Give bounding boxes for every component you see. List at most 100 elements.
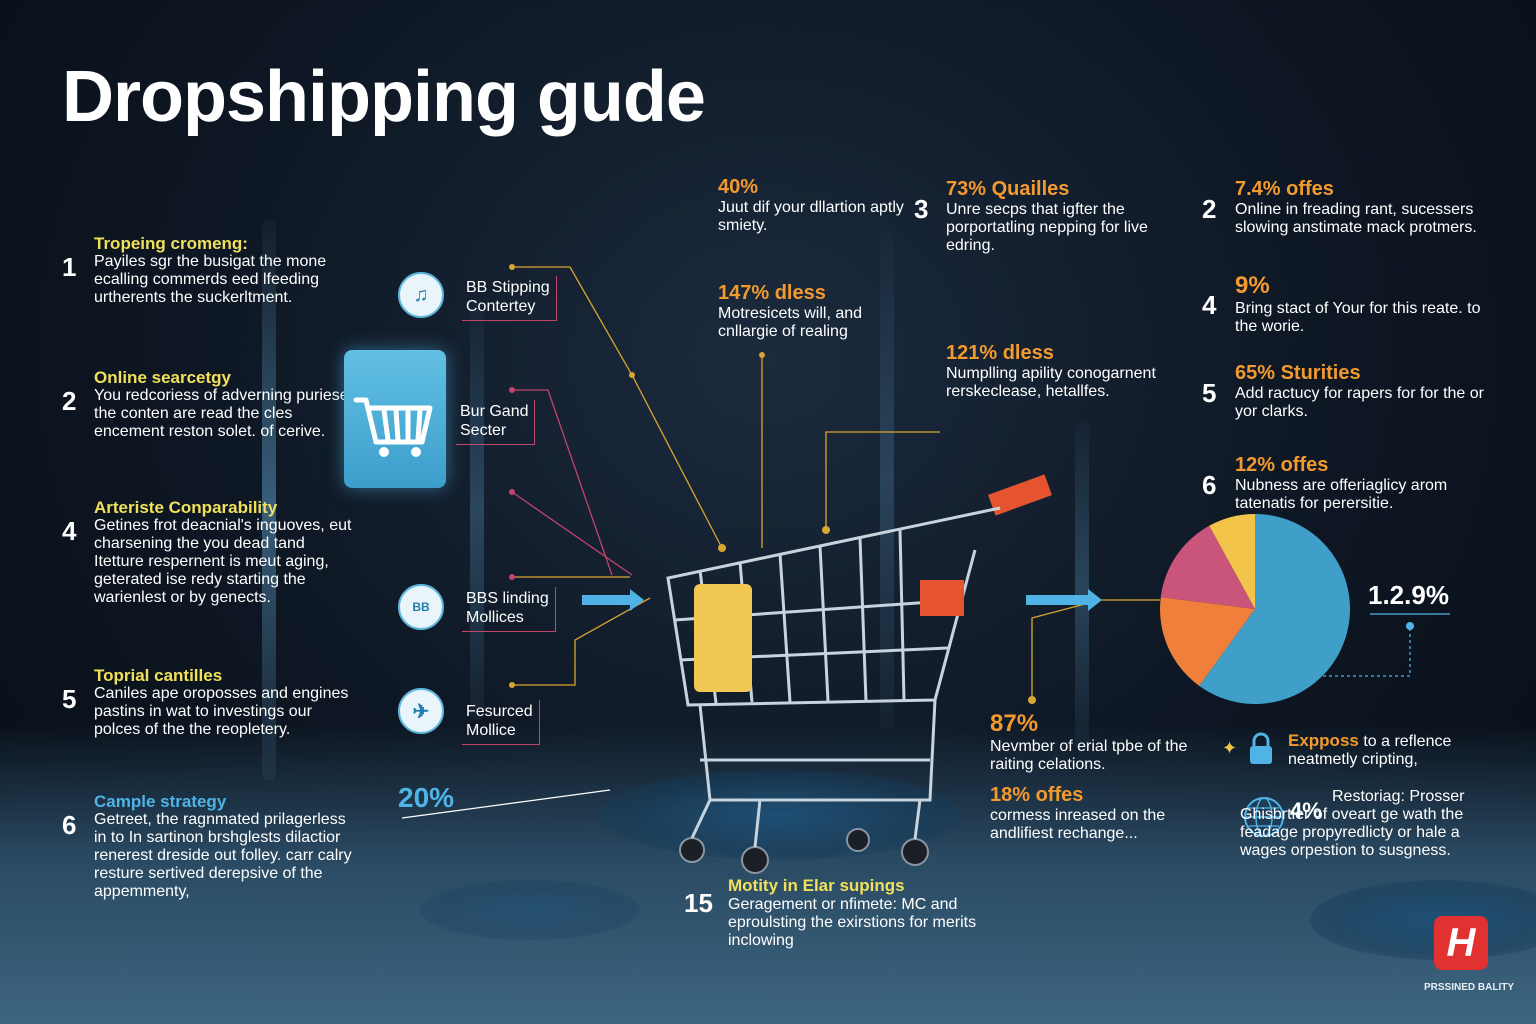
- feature-label: Fesurced Mollice: [462, 700, 540, 745]
- pie-slice: [1160, 597, 1255, 686]
- connector-line: [1031, 599, 1160, 700]
- stat-text: Geragement or nfimete: MC and eproulstin…: [728, 896, 977, 949]
- chat-bubble-icon[interactable]: BB: [398, 584, 444, 630]
- stat-block: 73% Quailles Unre secps that igfter the …: [946, 178, 1176, 255]
- stat-block: Motity in Elar supings Geragement or nfi…: [728, 876, 990, 950]
- stat-text: Add ractucy for rapers for for the or yo…: [1235, 385, 1484, 420]
- stat-text: cormess inreased on the andlifiest recha…: [990, 807, 1166, 842]
- background-pole: [470, 300, 484, 720]
- stat-number: 2: [1202, 194, 1217, 224]
- stat-block: 12% offes Nubness are offeriaglicy arom …: [1235, 454, 1495, 513]
- stat-text: Online in freading rant, sucessers slowi…: [1235, 201, 1477, 236]
- step-item: 6 Cample strategy Getreet, the ragnmated…: [62, 792, 352, 922]
- stat-percent: 40%: [718, 176, 759, 198]
- connector-dot: [1406, 622, 1414, 630]
- step-heading: Online searcetgy: [94, 368, 232, 387]
- music-note-icon[interactable]: ♫: [398, 272, 444, 318]
- stat-percent: 73% Quailles: [946, 178, 1070, 200]
- cart-card: [344, 350, 446, 488]
- connector-dot: [509, 387, 515, 393]
- cart-wheel: [901, 838, 929, 866]
- step-item: 5 Toprial cantilles Caniles ape oroposse…: [62, 666, 352, 762]
- pie-chart: [1160, 514, 1350, 704]
- connector-dot: [629, 372, 635, 378]
- step-body: Payiles sgr the busigat the mone ecallin…: [94, 253, 327, 306]
- stat-number: 4: [1202, 290, 1217, 320]
- stat-text: Juut dif your dllartion aptly smiety.: [718, 199, 904, 234]
- stat-text: Nevmber of erial tpbe of the raiting cel…: [990, 738, 1188, 773]
- step-body: Caniles ape oroposses and engines pastin…: [94, 685, 349, 738]
- stat-percent: 18% offes: [990, 784, 1084, 806]
- feature-label-line: Contertey: [466, 298, 536, 315]
- connector-dot: [1028, 696, 1036, 704]
- bottom-left-percent: 20%: [398, 782, 455, 813]
- sparkle-icon: ✦: [1222, 738, 1238, 758]
- step-body: Getreet, the ragnmated prilagerless in t…: [94, 811, 352, 900]
- feature-label-line: Mollices: [466, 609, 524, 626]
- step-number: 4: [62, 516, 77, 546]
- stat-percent: 147% dless: [718, 282, 826, 304]
- restoring-text: Restoriag: Prosser Ghisbrtier of oveart …: [1240, 788, 1465, 859]
- feature-label: BB Stipping Contertey: [462, 276, 557, 321]
- pie-slice: [1160, 525, 1255, 609]
- stat-text: Numplling apility conogarnent rerskeclea…: [946, 365, 1156, 400]
- feature-label-line: BBS linding: [466, 590, 549, 607]
- stat-number: 5: [1202, 378, 1217, 408]
- connector-dot: [759, 352, 765, 358]
- connector-line: [512, 389, 613, 576]
- connector-line: [512, 597, 651, 686]
- step-heading: Arteriste Conparability: [94, 498, 278, 517]
- cart-handle: [988, 474, 1052, 516]
- shopping-cart-icon: [353, 397, 433, 457]
- stat-percent: 9%: [1235, 272, 1270, 299]
- stat-block: 147% dless Motresicets will, and cnllarg…: [718, 282, 898, 341]
- step-body: Getines frot deacnial's inguoves, eut ch…: [94, 517, 352, 606]
- stat-text: Nubness are offeriaglicy arom tatenatis …: [1235, 477, 1448, 512]
- connector-line: [512, 266, 723, 549]
- feature-label-line: Bur Gand: [460, 403, 529, 420]
- step-number: 6: [62, 810, 77, 840]
- feature-label-line: BB Stipping: [466, 279, 550, 296]
- stat-block: 87% Nevmber of erial tpbe of the raiting…: [990, 710, 1210, 774]
- stat-number: 15: [684, 888, 713, 918]
- restoring-percent: 4%: [1290, 798, 1322, 823]
- stat-percent: 65% Sturities: [1235, 362, 1361, 384]
- floor-spotlight: [600, 770, 960, 860]
- step-item: 1 Tropeing cromeng: Payiles sgr the busi…: [62, 234, 352, 330]
- connector-dot: [509, 682, 515, 688]
- step-number: 5: [62, 684, 77, 714]
- plane-icon[interactable]: ✈: [398, 688, 444, 734]
- page-title: Dropshipping gude: [62, 57, 706, 137]
- stat-text: Bring stact of Your for this reate. to t…: [1235, 300, 1481, 335]
- step-heading: Tropeing cromeng:: [94, 234, 248, 253]
- stat-text: Motresicets will, and cnllargie of reali…: [718, 305, 863, 340]
- connector-dot: [509, 574, 515, 580]
- feature-label: Bur Gand Secter: [456, 400, 536, 445]
- stat-block: 65% Sturities Add ractucy for rapers for…: [1235, 362, 1485, 421]
- globe-icon: [1244, 797, 1284, 837]
- feature-label-line: Secter: [460, 422, 507, 439]
- exposs-rest: to a reflence neatmetly cripting,: [1288, 733, 1452, 768]
- feature-label-line: Mollice: [466, 722, 516, 739]
- arrow-right-icon: [582, 589, 644, 611]
- cart-wheel: [846, 828, 870, 852]
- lock-icon: [1250, 732, 1272, 764]
- brand-logo: H: [1434, 916, 1488, 970]
- exposs-strong: Expposs: [1288, 731, 1359, 750]
- cart-wheel: [741, 846, 769, 874]
- cart-package: [920, 580, 964, 616]
- stat-number: 3: [914, 194, 929, 224]
- connector-line: [401, 789, 611, 819]
- connector-line: [825, 431, 940, 530]
- connector-dot: [509, 489, 515, 495]
- stat-block: 121% dless Numplling apility conogarnent…: [946, 342, 1166, 401]
- feature-label: BBS linding Mollices: [462, 587, 556, 632]
- connector-line: [1300, 628, 1411, 677]
- shopping-cart-illustration: [666, 474, 1052, 874]
- stat-percent: 121% dless: [946, 342, 1054, 364]
- stat-percent: 87%: [990, 710, 1039, 737]
- stat-number: 6: [1202, 470, 1217, 500]
- connector-dot: [509, 264, 515, 270]
- step-body: You redcoriess of adverning puriese the …: [94, 387, 349, 440]
